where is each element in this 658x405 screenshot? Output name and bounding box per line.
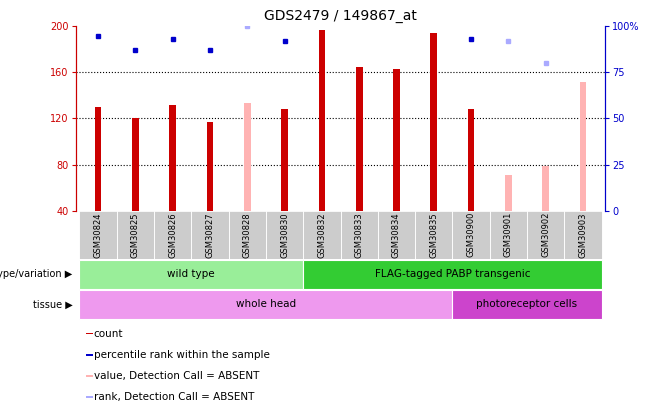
Bar [378, 211, 415, 259]
Bar [86, 354, 93, 356]
Bar [86, 396, 93, 398]
Text: GSM30833: GSM30833 [355, 212, 364, 258]
Bar [191, 211, 228, 259]
Bar [80, 211, 116, 259]
Bar [86, 375, 93, 377]
Text: GSM30828: GSM30828 [243, 212, 252, 258]
Text: photoreceptor cells: photoreceptor cells [476, 299, 578, 309]
Bar [415, 211, 453, 259]
Text: GSM30827: GSM30827 [205, 212, 215, 258]
Bar [341, 211, 378, 259]
Text: count: count [94, 329, 123, 339]
Bar [80, 260, 303, 289]
Bar [318, 30, 325, 211]
Bar [207, 122, 213, 211]
Text: GSM30901: GSM30901 [504, 212, 513, 258]
Bar [86, 333, 93, 335]
Text: FLAG-tagged PABP transgenic: FLAG-tagged PABP transgenic [374, 269, 530, 279]
Text: rank, Detection Call = ABSENT: rank, Detection Call = ABSENT [94, 392, 254, 402]
Bar [542, 166, 549, 211]
Bar [95, 107, 101, 211]
Bar [356, 67, 363, 211]
Text: wild type: wild type [168, 269, 215, 279]
Bar [527, 211, 565, 259]
Text: genotype/variation ▶: genotype/variation ▶ [0, 269, 72, 279]
Text: percentile rank within the sample: percentile rank within the sample [94, 350, 270, 360]
Title: GDS2479 / 149867_at: GDS2479 / 149867_at [264, 9, 417, 23]
Bar [303, 211, 341, 259]
Text: GSM30825: GSM30825 [131, 212, 140, 258]
Text: GSM30830: GSM30830 [280, 212, 289, 258]
Bar [132, 118, 139, 211]
Text: GSM30834: GSM30834 [392, 212, 401, 258]
Bar [580, 81, 586, 211]
Bar [453, 290, 601, 319]
Bar [505, 175, 512, 211]
Text: GSM30835: GSM30835 [429, 212, 438, 258]
Bar [565, 211, 601, 259]
Text: tissue ▶: tissue ▶ [33, 300, 72, 310]
Bar [244, 104, 251, 211]
Bar [266, 211, 303, 259]
Bar [80, 290, 453, 319]
Bar [303, 260, 601, 289]
Text: GSM30903: GSM30903 [578, 212, 588, 258]
Text: GSM30832: GSM30832 [317, 212, 326, 258]
Bar [154, 211, 191, 259]
Bar [453, 211, 490, 259]
Text: GSM30900: GSM30900 [467, 212, 476, 258]
Text: GSM30902: GSM30902 [541, 212, 550, 258]
Bar [116, 211, 154, 259]
Text: value, Detection Call = ABSENT: value, Detection Call = ABSENT [94, 371, 259, 381]
Text: GSM30826: GSM30826 [168, 212, 177, 258]
Bar [228, 211, 266, 259]
Text: GSM30824: GSM30824 [93, 212, 103, 258]
Text: whole head: whole head [236, 299, 296, 309]
Bar [468, 109, 474, 211]
Bar [490, 211, 527, 259]
Bar [393, 69, 400, 211]
Bar [430, 33, 437, 211]
Bar [281, 109, 288, 211]
Bar [169, 104, 176, 211]
